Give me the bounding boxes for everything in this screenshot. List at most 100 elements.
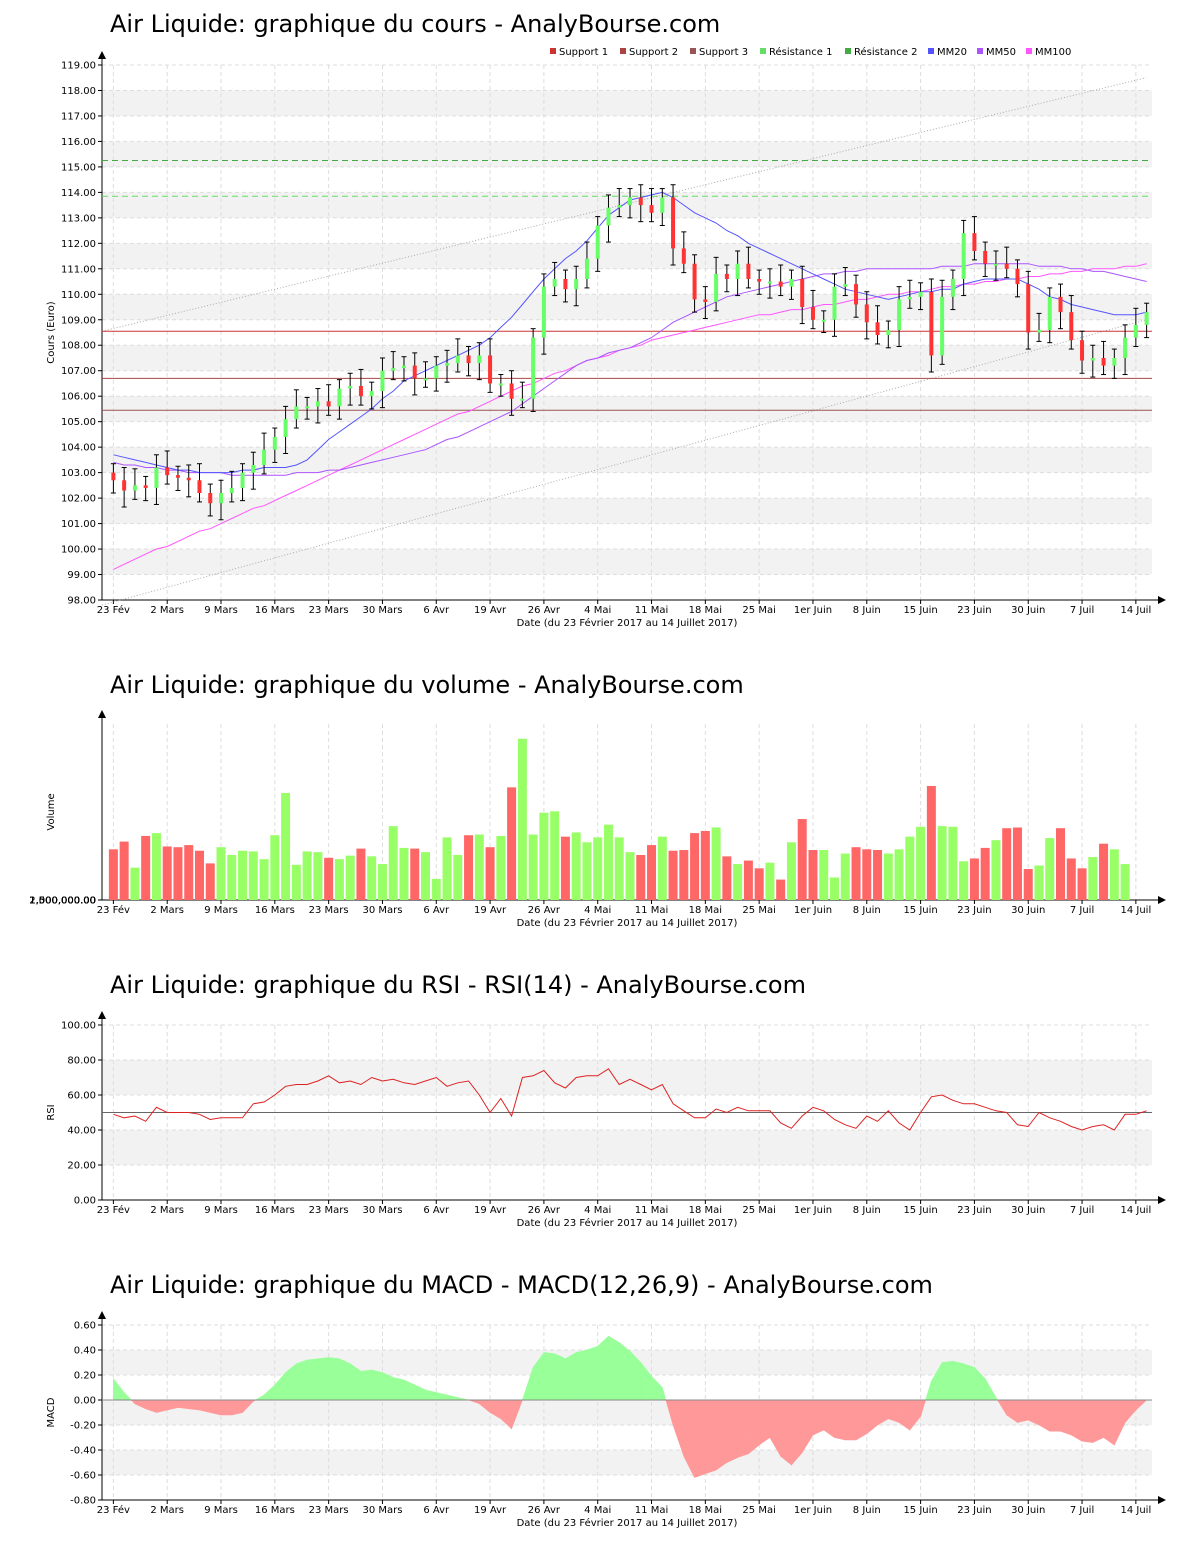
macd-area-segment xyxy=(274,1371,286,1401)
candle-body xyxy=(111,472,116,481)
volume-bar xyxy=(690,833,700,900)
rsi-band xyxy=(102,1060,1152,1095)
macd-area-segment xyxy=(715,1399,728,1471)
rsi-xtick-label: 8 Juin xyxy=(853,1205,881,1216)
candle-body xyxy=(1112,357,1117,366)
legend-label: Support 1 xyxy=(559,47,608,58)
candle-body xyxy=(1090,357,1095,361)
mm50-line xyxy=(113,263,1147,476)
legend-swatch xyxy=(760,48,766,54)
volume-bar xyxy=(216,847,226,900)
candle-body xyxy=(358,386,363,397)
candle-body xyxy=(993,263,998,266)
price-band xyxy=(102,141,1152,167)
volume-bar xyxy=(765,862,775,900)
volume-xtick-label: 6 Avr xyxy=(423,905,450,916)
price-xtick-label: 30 Mars xyxy=(362,605,402,616)
macd-area-segment xyxy=(672,1399,685,1457)
rsi-x-axis-arrow xyxy=(1158,1196,1166,1204)
candle-body xyxy=(294,406,299,420)
candle-body xyxy=(800,279,805,308)
rsi-xaxis-title: Date (du 23 Février 2017 au 14 Juillet 2… xyxy=(517,1217,738,1229)
rsi-xtick-label: 19 Avr xyxy=(474,1205,507,1216)
rsi-ytick-label: 40.00 xyxy=(67,1126,96,1137)
macd-area-segment xyxy=(1038,1399,1051,1432)
volume-bar xyxy=(270,835,280,900)
macd-area-segment xyxy=(199,1399,211,1413)
price-xtick-label: 25 Mai xyxy=(742,605,775,616)
candle-body xyxy=(584,258,589,279)
rsi-chart: 0.00 20.00 40.00 60.00 80.00 100.00 23 Fév 2 Ma… xyxy=(46,1011,1166,1229)
volume-panel: Air Liquide: graphique du volume - Analy… xyxy=(0,650,1200,940)
volume-bar xyxy=(313,852,323,900)
candle-body xyxy=(531,337,536,399)
volume-bar xyxy=(582,842,592,900)
volume-chart: 0.00500,000.001,000,000.001,500,000.002,… xyxy=(29,710,1166,929)
macd-area-segment xyxy=(446,1394,459,1401)
macd-area-segment xyxy=(758,1399,771,1446)
candle-body xyxy=(563,279,568,290)
volume-bar xyxy=(916,826,926,900)
macd-area-segment xyxy=(1081,1399,1094,1443)
volume-bar xyxy=(1034,865,1044,900)
candle-body xyxy=(1069,312,1074,341)
mm20-line xyxy=(113,191,1147,474)
volume-bar xyxy=(948,826,958,900)
volume-bar xyxy=(754,868,764,900)
volume-bar xyxy=(410,848,420,900)
macd-area-segment xyxy=(306,1358,319,1401)
macd-band xyxy=(102,1400,1152,1425)
macd-area-segment xyxy=(780,1399,792,1466)
volume-xtick-label: 30 Mars xyxy=(362,905,402,916)
candle-body xyxy=(681,248,686,264)
macd-ytick-label: 0.60 xyxy=(74,1321,96,1332)
volume-bar xyxy=(733,864,743,900)
rsi-chart-title: Air Liquide: graphique du RSI - RSI(14) … xyxy=(110,971,806,999)
volume-bar xyxy=(776,879,786,900)
volume-bar xyxy=(991,840,1001,900)
volume-bar xyxy=(539,812,549,900)
volume-ylabel: Volume xyxy=(46,793,57,830)
volume-xtick-label: 30 Juin xyxy=(1011,905,1045,916)
volume-bar xyxy=(431,878,441,900)
price-ytick-label: 117.00 xyxy=(61,111,96,122)
candle-body xyxy=(929,291,934,356)
macd-area-segment xyxy=(661,1387,667,1401)
candle-body xyxy=(541,286,546,338)
volume-bar xyxy=(829,877,839,900)
price-xtick-label: 30 Juin xyxy=(1011,605,1045,616)
volume-bar xyxy=(356,848,366,900)
macd-area-segment xyxy=(726,1399,738,1463)
macd-area-segment xyxy=(608,1335,620,1401)
volume-bar xyxy=(464,835,474,900)
candle-body xyxy=(606,207,611,226)
candle-body xyxy=(520,398,525,401)
legend-label: Résistance 1 xyxy=(769,46,832,58)
macd-area-segment xyxy=(618,1341,631,1401)
legend-label: Résistance 2 xyxy=(854,46,917,58)
volume-ytick-label: 0.00 xyxy=(74,896,96,907)
candle-body xyxy=(703,299,708,302)
volume-bar xyxy=(194,850,204,900)
macd-area-segment xyxy=(554,1353,566,1401)
macd-xtick-label: 6 Avr xyxy=(423,1505,450,1516)
price-xtick-label: 11 Mai xyxy=(635,605,668,616)
macd-ytick-label: -0.80 xyxy=(70,1496,96,1507)
price-xtick-label: 7 Juil xyxy=(1070,605,1094,616)
candle-body xyxy=(283,419,288,437)
candle-body xyxy=(455,355,460,364)
volume-x-axis-arrow xyxy=(1158,896,1166,904)
volume-bar xyxy=(367,856,377,900)
macd-area-segment xyxy=(296,1359,308,1401)
volume-bar xyxy=(1077,868,1087,900)
price-chart-title: Air Liquide: graphique du cours - AnalyB… xyxy=(110,10,721,38)
price-ytick-label: 99.00 xyxy=(67,570,96,581)
macd-area-segment xyxy=(823,1399,835,1439)
legend-swatch xyxy=(550,48,556,54)
price-band xyxy=(102,447,1152,473)
candle-body xyxy=(208,493,213,504)
candle-body xyxy=(477,355,482,364)
price-ytick-label: 112.00 xyxy=(61,239,96,250)
rsi-ytick-label: 0.00 xyxy=(74,1196,96,1207)
legend-label: MM20 xyxy=(937,47,967,58)
